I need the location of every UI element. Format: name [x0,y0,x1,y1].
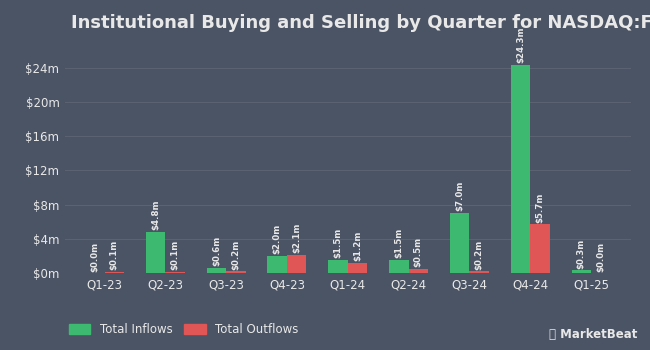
Text: $1.5m: $1.5m [395,228,404,258]
Text: $0.2m: $0.2m [474,239,484,270]
Legend: Total Inflows, Total Outflows: Total Inflows, Total Outflows [64,318,303,341]
Text: $0.5m: $0.5m [414,237,422,267]
Text: $0.0m: $0.0m [596,241,605,272]
Text: $7.0m: $7.0m [455,181,464,211]
Bar [207,268,226,273]
Bar [226,271,246,273]
Text: $0.3m: $0.3m [577,238,586,269]
Bar [146,232,165,273]
Text: $2.0m: $2.0m [273,224,281,254]
Bar [389,260,409,273]
Text: $0.2m: $0.2m [231,239,240,270]
Text: Institutional Buying and Selling by Quarter for NASDAQ:FFNW: Institutional Buying and Selling by Quar… [71,14,650,32]
Text: $4.8m: $4.8m [151,200,160,230]
Text: $1.2m: $1.2m [353,231,362,261]
Text: $5.7m: $5.7m [536,192,545,223]
Bar [165,272,185,273]
Text: ⫿ MarketBeat: ⫿ MarketBeat [549,328,637,341]
Text: $2.1m: $2.1m [292,223,301,253]
Text: $0.0m: $0.0m [90,241,99,272]
Text: $0.6m: $0.6m [212,236,221,266]
Bar [268,256,287,273]
Text: $24.3m: $24.3m [516,27,525,63]
Text: $1.5m: $1.5m [333,228,343,258]
Text: $0.1m: $0.1m [110,240,119,271]
Bar [530,224,550,273]
Bar [511,65,530,273]
Bar [409,269,428,273]
Bar [571,271,591,273]
Bar [469,271,489,273]
Bar [450,213,469,273]
Bar [287,255,306,273]
Bar [328,260,348,273]
Bar [348,263,367,273]
Bar [105,272,124,273]
Text: $0.1m: $0.1m [170,240,179,271]
